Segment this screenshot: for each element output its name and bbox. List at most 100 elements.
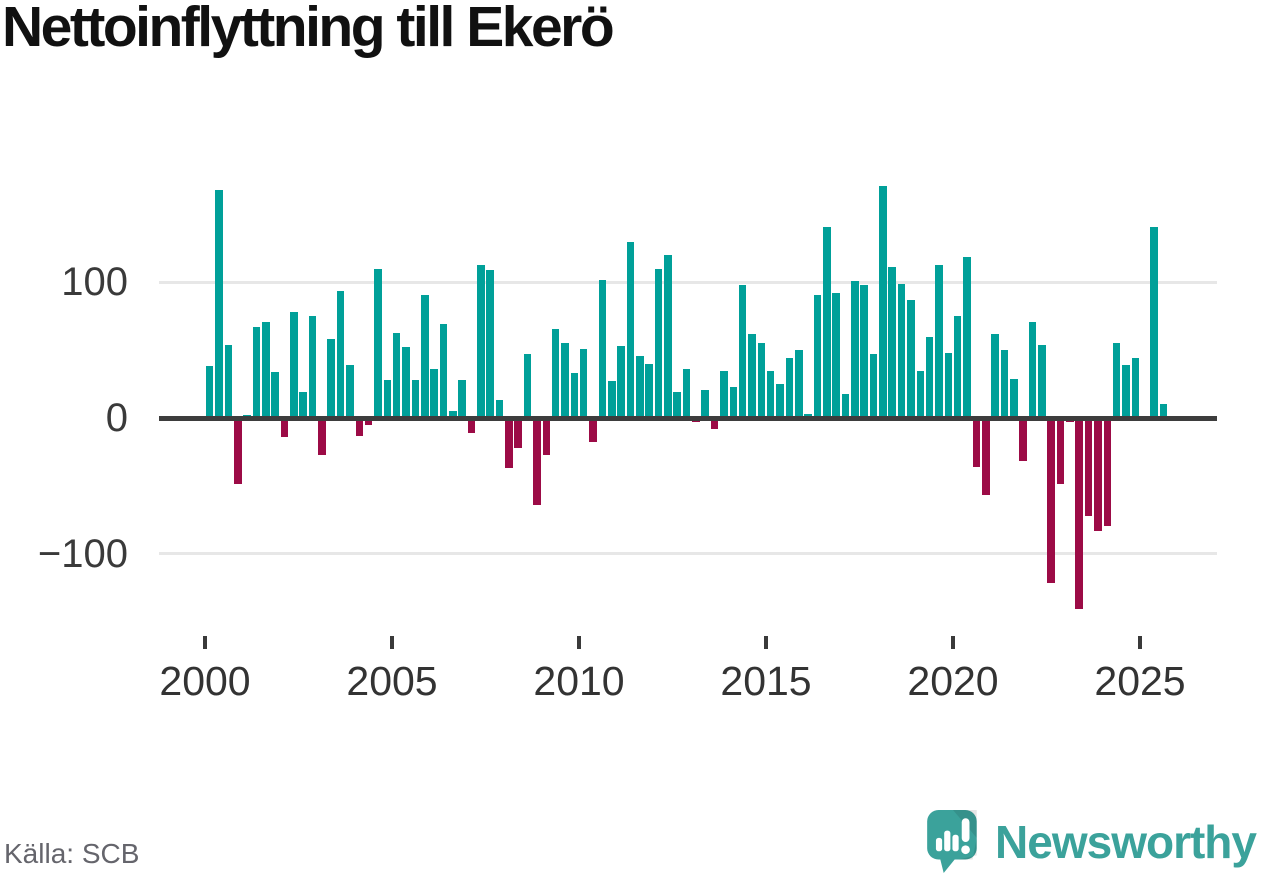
bar-quarter-2020q4: [981, 418, 990, 496]
x-axis-label: 2020: [907, 658, 999, 704]
bar-quarter-2016q4: [832, 293, 840, 418]
bar-quarter-2014q2: [738, 285, 747, 418]
bar-quarter-2003q2: [327, 339, 336, 418]
bar-quarter-2024q3: [1122, 365, 1130, 418]
bar-quarter-2018q3: [897, 283, 906, 418]
source-label: Källa: SCB: [4, 838, 140, 869]
x-axis-label: 2025: [1094, 658, 1186, 704]
bar-quarter-2017q2: [851, 281, 859, 418]
y-axis-label: 100: [61, 260, 128, 305]
x-tick: [951, 636, 955, 649]
bar-quarter-2006q1: [430, 369, 438, 418]
bar-quarter-2004q3: [374, 268, 382, 418]
bar-quarter-2002q1: [280, 418, 289, 437]
bar-quarter-2017q4: [869, 354, 878, 418]
bar-quarter-2021q3: [1010, 378, 1018, 418]
y-gridline: [159, 280, 1217, 284]
bar-quarter-2004q2: [364, 418, 373, 425]
bar-quarter-2018q1: [879, 186, 887, 418]
x-tick: [203, 636, 207, 649]
bar-quarter-2002q4: [308, 316, 317, 418]
bar-quarter-2008q1: [505, 418, 513, 469]
bar-quarter-2021q2: [1000, 350, 1009, 418]
bar-quarter-2000q3: [224, 344, 233, 418]
bar-quarter-2015q1: [766, 370, 775, 418]
x-tick: [764, 636, 768, 649]
bar-quarter-2017q1: [841, 393, 850, 418]
bar-quarter-2006q3: [449, 411, 457, 418]
bar-quarter-2015q3: [785, 358, 794, 418]
plot-area: 100 0 −100 2000 2005 2010 2015 2020 2025: [37, 186, 1217, 704]
bar-quarter-2007q3: [486, 270, 494, 418]
bar-quarter-2025q2: [1150, 226, 1158, 418]
bar-quarter-2014q3: [748, 333, 756, 418]
bar-quarter-2015q4: [794, 350, 803, 418]
bar-quarter-2002q2: [290, 312, 298, 418]
x-axis-label: 2010: [533, 658, 625, 704]
bar-quarter-2001q3: [262, 321, 270, 418]
bar-quarter-2009q2: [551, 328, 560, 418]
y-axis-label: 0: [105, 396, 128, 440]
x-tick: [577, 636, 581, 649]
bar-quarter-2003q4: [346, 365, 354, 418]
bar-quarter-2010q3: [598, 279, 607, 418]
bar-quarter-2002q3: [299, 392, 307, 418]
bar-quarter-2012q3: [673, 392, 681, 418]
y-axis-label: −100: [37, 531, 128, 576]
bar-quarter-2010q2: [589, 418, 597, 443]
bar-quarter-2023q4: [1094, 418, 1102, 531]
bar-quarter-2006q4: [458, 380, 466, 418]
bar-quarter-2011q4: [645, 363, 653, 418]
bar-quarter-2016q3: [823, 226, 831, 418]
bar-quarter-2003q3: [336, 290, 345, 418]
x-axis-label: 2005: [346, 658, 438, 704]
bar-quarter-2001q2: [252, 327, 261, 418]
bar-quarter-2005q1: [392, 332, 401, 418]
bar-quarter-2009q1: [542, 418, 551, 455]
bar-quarter-2021q4: [1019, 418, 1027, 462]
bar-quarter-2024q2: [1112, 343, 1121, 418]
x-axis-label: 2000: [159, 658, 251, 704]
bar-quarter-2022q1: [1028, 321, 1037, 418]
x-axis-line: [159, 415, 1217, 421]
bar-quarter-2008q3: [523, 354, 532, 418]
bar-quarter-2016q2: [813, 294, 822, 418]
bar-quarter-2005q4: [420, 294, 429, 418]
y-gridline: [159, 552, 1217, 556]
bar-quarter-2000q4: [233, 418, 242, 485]
bar-quarter-2003q1: [318, 418, 326, 455]
chart-title: Nettoinflyttning till Ekerö: [2, 0, 615, 59]
bar-quarter-2020q1: [953, 316, 962, 418]
x-tick: [1138, 636, 1142, 649]
bar-quarter-2019q2: [925, 336, 934, 418]
bar-quarter-2013q2: [701, 389, 710, 418]
bar-quarter-2010q4: [607, 381, 616, 418]
bar-quarter-2005q2: [402, 347, 410, 418]
bar-quarter-2009q3: [561, 343, 569, 418]
newsworthy-bubble-chart-icon: [927, 810, 977, 873]
bar-quarter-2012q2: [664, 255, 672, 418]
bar-quarter-2007q1: [467, 418, 476, 433]
bar-quarter-2024q1: [1103, 418, 1112, 527]
bar-quarter-2013q4: [720, 370, 728, 418]
bar-quarter-2000q1: [205, 366, 214, 418]
bar-quarter-2007q2: [477, 264, 485, 418]
bar-quarter-2019q1: [916, 370, 925, 418]
bar-quarter-2023q3: [1084, 418, 1093, 516]
bar-quarter-2014q1: [729, 386, 738, 418]
bar-quarter-2008q4: [533, 418, 541, 505]
bar-quarter-2025q3: [1159, 404, 1168, 418]
bar-quarter-2019q3: [935, 264, 943, 418]
bar-quarter-2000q2: [215, 190, 223, 418]
bar-quarter-2008q2: [514, 418, 523, 448]
newsworthy-wordmark: Newsworthy: [995, 816, 1257, 868]
bar-quarter-2018q4: [907, 300, 915, 418]
bar-quarter-2011q3: [636, 355, 644, 418]
x-tick: [390, 636, 394, 649]
bar-quarter-2023q2: [1075, 418, 1084, 610]
bar-quarter-2009q4: [570, 373, 579, 418]
bar-quarter-2018q2: [888, 267, 897, 418]
bar-quarter-2017q3: [860, 285, 868, 418]
bar-quarter-2013q3: [710, 418, 719, 429]
